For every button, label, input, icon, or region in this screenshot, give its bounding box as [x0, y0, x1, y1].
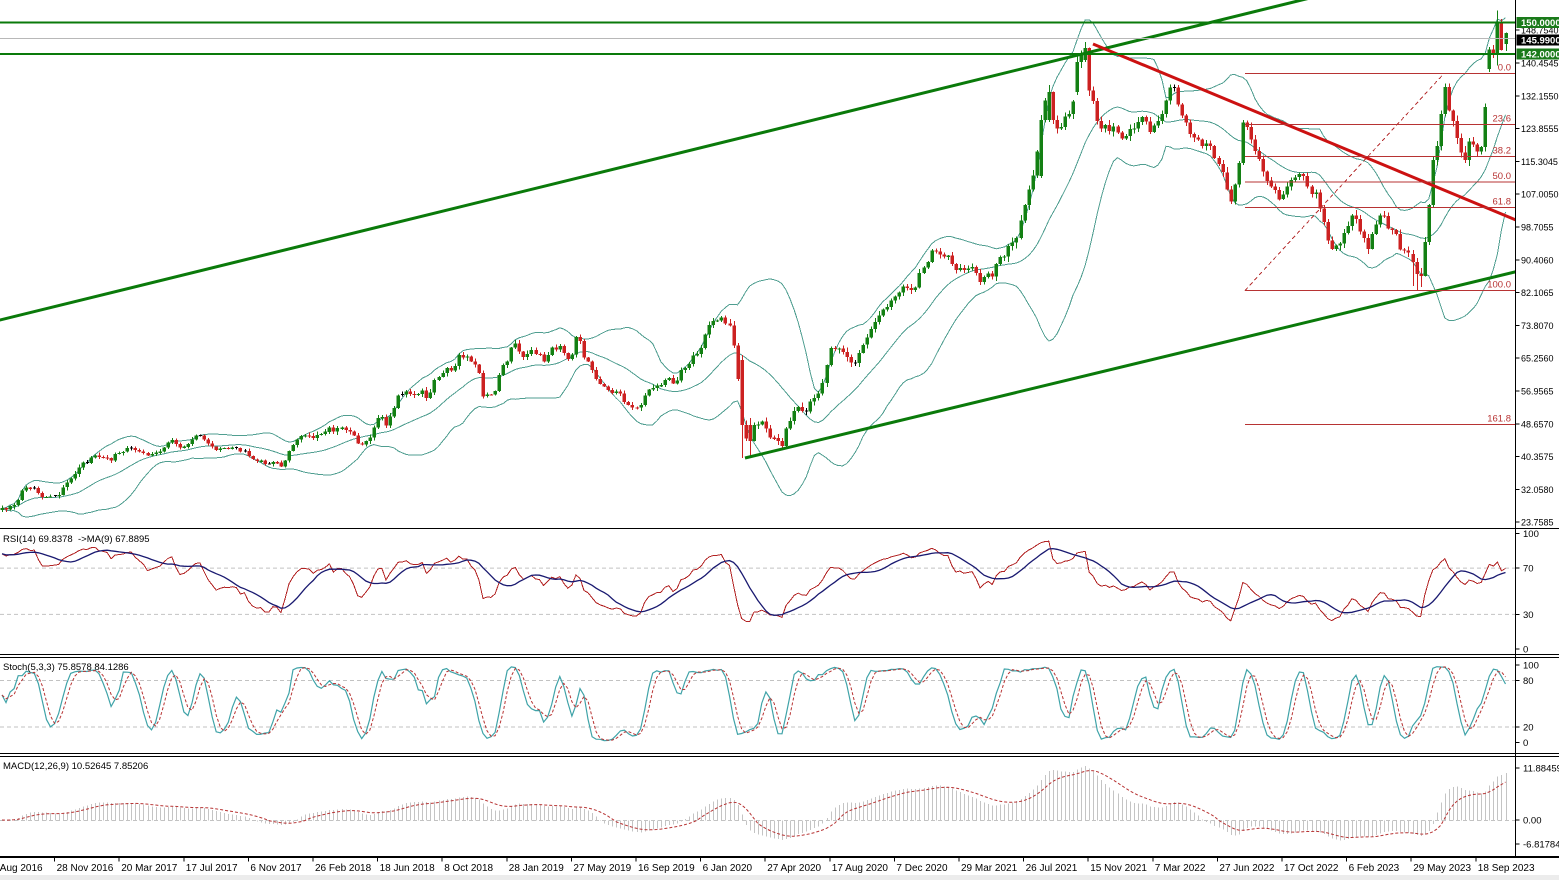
svg-text:15 Nov 2021: 15 Nov 2021 [1090, 863, 1147, 874]
svg-text:140.4545: 140.4545 [1521, 59, 1559, 69]
svg-text:0.0: 0.0 [1498, 63, 1511, 74]
svg-text:40.3575: 40.3575 [1521, 452, 1554, 462]
svg-text:145.9900: 145.9900 [1521, 35, 1559, 46]
svg-text:32.0580: 32.0580 [1521, 485, 1554, 495]
svg-text:82.1065: 82.1065 [1521, 288, 1554, 298]
svg-text:98.7055: 98.7055 [1521, 223, 1554, 233]
svg-text:16 Sep 2019: 16 Sep 2019 [638, 863, 695, 874]
svg-text:17 Oct 2022: 17 Oct 2022 [1284, 863, 1339, 874]
svg-text:148.7540: 148.7540 [1521, 26, 1559, 36]
svg-text:30: 30 [1523, 610, 1534, 621]
svg-text:115.3045: 115.3045 [1521, 157, 1558, 167]
svg-text:29 May 2023: 29 May 2023 [1413, 863, 1471, 874]
svg-text:0: 0 [1523, 738, 1528, 749]
svg-text:-6.81784: -6.81784 [1523, 840, 1559, 851]
svg-text:100.0: 100.0 [1487, 280, 1511, 291]
svg-text:23.6: 23.6 [1493, 114, 1512, 125]
svg-text:80: 80 [1523, 676, 1534, 687]
svg-text:100: 100 [1523, 661, 1539, 672]
svg-text:73.8070: 73.8070 [1521, 321, 1554, 331]
svg-text:26 Feb 2018: 26 Feb 2018 [315, 863, 372, 874]
svg-text:100: 100 [1523, 529, 1539, 540]
svg-text:8 Oct 2018: 8 Oct 2018 [444, 863, 493, 874]
svg-text:7 Mar 2022: 7 Mar 2022 [1155, 863, 1206, 874]
svg-text:28 Nov 2016: 28 Nov 2016 [57, 863, 114, 874]
svg-text:27 May 2019: 27 May 2019 [573, 863, 631, 874]
svg-text:123.8555: 123.8555 [1521, 124, 1559, 134]
svg-text:29 Mar 2021: 29 Mar 2021 [961, 863, 1018, 874]
svg-text:18 Jun 2018: 18 Jun 2018 [380, 863, 435, 874]
svg-text:8 Aug 2016: 8 Aug 2016 [0, 863, 43, 874]
svg-text:17 Jul 2017: 17 Jul 2017 [186, 863, 238, 874]
svg-text:27 Jun 2022: 27 Jun 2022 [1219, 863, 1274, 874]
svg-text:RSI(14) 69.8378 ->MA(9) 67.88: RSI(14) 69.8378 ->MA(9) 67.8895 [3, 534, 150, 545]
svg-text:150.0000: 150.0000 [1521, 18, 1559, 29]
svg-text:7 Dec 2020: 7 Dec 2020 [896, 863, 948, 874]
svg-text:18 Sep 2023: 18 Sep 2023 [1478, 863, 1535, 874]
svg-text:20 Mar 2017: 20 Mar 2017 [121, 863, 178, 874]
svg-text:26 Jul 2021: 26 Jul 2021 [1026, 863, 1078, 874]
svg-text:0.00: 0.00 [1523, 816, 1542, 827]
svg-text:70: 70 [1523, 564, 1534, 575]
svg-text:17 Aug 2020: 17 Aug 2020 [832, 863, 889, 874]
svg-text:48.6570: 48.6570 [1521, 419, 1554, 429]
svg-text:107.0050: 107.0050 [1521, 190, 1559, 200]
svg-text:6 Feb 2023: 6 Feb 2023 [1349, 863, 1400, 874]
svg-text:142.0000: 142.0000 [1521, 50, 1559, 61]
svg-text:90.4060: 90.4060 [1521, 255, 1554, 265]
svg-text:6 Nov 2017: 6 Nov 2017 [250, 863, 302, 874]
svg-text:27 Apr 2020: 27 Apr 2020 [767, 863, 821, 874]
svg-text:28 Jan 2019: 28 Jan 2019 [509, 863, 564, 874]
svg-text:161.8: 161.8 [1487, 414, 1511, 425]
svg-text:65.2560: 65.2560 [1521, 354, 1554, 364]
svg-text:38.2: 38.2 [1493, 145, 1512, 156]
svg-text:MACD(12,26,9) 10.52645 7.85206: MACD(12,26,9) 10.52645 7.85206 [3, 761, 148, 772]
svg-text:20: 20 [1523, 723, 1534, 734]
svg-text:23.7585: 23.7585 [1521, 518, 1554, 528]
svg-text:6 Jan 2020: 6 Jan 2020 [703, 863, 753, 874]
svg-text:11.88459: 11.88459 [1523, 764, 1559, 775]
svg-text:0: 0 [1523, 645, 1528, 656]
svg-text:56.9565: 56.9565 [1521, 387, 1554, 397]
svg-text:50.0: 50.0 [1493, 171, 1512, 182]
svg-text:61.8: 61.8 [1493, 197, 1512, 208]
svg-text:132.1550: 132.1550 [1521, 91, 1559, 101]
svg-text:Stoch(5,3,3) 75.8578 84.1286: Stoch(5,3,3) 75.8578 84.1286 [3, 662, 129, 673]
